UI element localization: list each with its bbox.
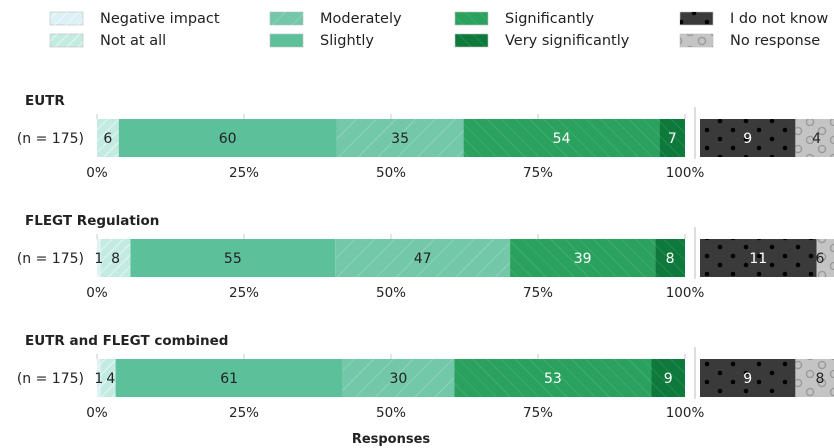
chart-groups: EUTR (n = 175) 6 60 35 54 7 9 4 0% 25% 50% 75% 100% FL… xyxy=(17,93,834,421)
legend-swatch-pattern xyxy=(455,34,488,47)
legend-item-negative-impact: Negative impact xyxy=(49,11,220,27)
n-label: (n = 175) xyxy=(17,251,84,267)
data-label: 8 xyxy=(816,371,825,387)
data-label: 6 xyxy=(816,251,825,267)
n-label: (n = 175) xyxy=(17,131,84,147)
bar-slightly xyxy=(115,359,343,397)
legend-label: I do not know xyxy=(730,11,828,27)
legend-label: Slightly xyxy=(320,33,374,49)
legend-label: No response xyxy=(730,33,820,49)
group-title: EUTR xyxy=(25,93,65,109)
legend-item-not-at-all: Not at all xyxy=(49,33,166,49)
bar-no-response-pattern xyxy=(816,239,834,277)
tick-label: 75% xyxy=(523,285,553,301)
data-label: 1 xyxy=(94,371,103,387)
tick-label: 100% xyxy=(666,165,705,181)
bar-not-at-all-pattern xyxy=(97,119,119,157)
data-label: 9 xyxy=(664,371,673,387)
data-label: 39 xyxy=(574,251,592,267)
bar-negative-impact-pattern xyxy=(97,359,101,397)
legend-item-i-do-not-know: I do not know xyxy=(679,11,828,27)
bar-significantly-pattern xyxy=(454,359,652,397)
legend: Negative impact Not at all Moderately Sligh… xyxy=(49,11,828,49)
data-label: 11 xyxy=(749,251,767,267)
legend-swatch-pattern xyxy=(680,12,713,25)
bar-moderately-pattern xyxy=(342,359,455,397)
tick-label: 75% xyxy=(523,405,553,421)
tick-label: 50% xyxy=(376,165,406,181)
legend-label: Significantly xyxy=(505,11,595,27)
tick-label: 25% xyxy=(229,405,259,421)
tick-label: 0% xyxy=(86,285,108,301)
x-axis-label: Responses xyxy=(352,432,431,447)
data-label: 6 xyxy=(103,131,112,147)
legend-swatch-pattern xyxy=(270,12,303,25)
bar-no-response-pattern xyxy=(795,359,834,397)
legend-swatch-pattern xyxy=(455,12,488,25)
data-label: 7 xyxy=(668,131,677,147)
group-eutr: EUTR (n = 175) 6 60 35 54 7 9 4 0% 25% 50% 75% 100% xyxy=(17,93,834,181)
tick-label: 25% xyxy=(229,165,259,181)
tick-label: 100% xyxy=(666,405,705,421)
bar-significantly-pattern xyxy=(510,239,656,277)
bar-not-at-all-pattern xyxy=(100,359,116,397)
data-label: 53 xyxy=(544,371,562,387)
bar-not-at-all-pattern xyxy=(100,239,131,277)
group-eutr-and-flegt-combined: EUTR and FLEGT combined (n = 175) 1 4 61 30 53… xyxy=(17,333,834,421)
data-label: 1 xyxy=(94,251,103,267)
data-label: 4 xyxy=(106,371,115,387)
data-label: 30 xyxy=(390,371,408,387)
group-flegt-regulation: FLEGT Regulation(n = 175) 1 8 55 47 39 8 11 60% 2… xyxy=(17,213,834,301)
bar-moderately-pattern xyxy=(335,239,511,277)
legend-item-slightly: Slightly xyxy=(269,33,374,49)
data-label: 8 xyxy=(111,251,120,267)
legend-swatch xyxy=(269,33,304,48)
data-label: 8 xyxy=(666,251,675,267)
legend-label: Negative impact xyxy=(100,11,220,27)
bar-significantly-pattern xyxy=(463,119,660,157)
tick-label: 0% xyxy=(86,165,108,181)
legend-label: Not at all xyxy=(100,33,166,49)
tick-label: 50% xyxy=(376,285,406,301)
n-label: (n = 175) xyxy=(17,371,84,387)
bar-very-significantly-pattern xyxy=(651,359,685,397)
bar-slightly xyxy=(118,119,337,157)
data-label: 54 xyxy=(553,131,571,147)
data-label: 60 xyxy=(219,131,237,147)
data-label: 4 xyxy=(812,131,821,147)
bar-very-significantly-pattern xyxy=(655,239,685,277)
bar-negative-impact-pattern xyxy=(97,239,101,277)
bar-slightly xyxy=(130,239,336,277)
legend-label: Moderately xyxy=(320,11,402,27)
legend-swatch-pattern xyxy=(680,34,713,47)
group-title: EUTR and FLEGT combined xyxy=(25,333,228,349)
bar-very-significantly-pattern xyxy=(659,119,685,157)
legend-item-significantly: Significantly xyxy=(454,11,595,27)
tick-label: 0% xyxy=(86,405,108,421)
data-label: 9 xyxy=(743,131,752,147)
data-label: 9 xyxy=(743,371,752,387)
tick-label: 100% xyxy=(666,285,705,301)
bar-i-do-not-know-pattern xyxy=(700,359,796,397)
legend-item-no-response: No response xyxy=(679,33,820,49)
legend-item-very-significantly: Very significantly xyxy=(454,33,630,49)
legend-item-moderately: Moderately xyxy=(269,11,402,27)
legend-label: Very significantly xyxy=(505,33,630,49)
data-label: 55 xyxy=(224,251,242,267)
data-label: 35 xyxy=(391,131,409,147)
tick-label: 50% xyxy=(376,405,406,421)
bar-no-response-pattern xyxy=(795,119,834,157)
data-label: 47 xyxy=(414,251,432,267)
group-title: FLEGT Regulation xyxy=(25,213,159,229)
bar-i-do-not-know-pattern xyxy=(700,119,796,157)
legend-swatch-pattern xyxy=(50,12,83,25)
tick-label: 25% xyxy=(229,285,259,301)
legend-swatch-pattern xyxy=(50,34,83,47)
tick-label: 75% xyxy=(523,165,553,181)
data-label: 61 xyxy=(220,371,238,387)
bar-moderately-pattern xyxy=(336,119,464,157)
bar-i-do-not-know-pattern xyxy=(700,239,817,277)
